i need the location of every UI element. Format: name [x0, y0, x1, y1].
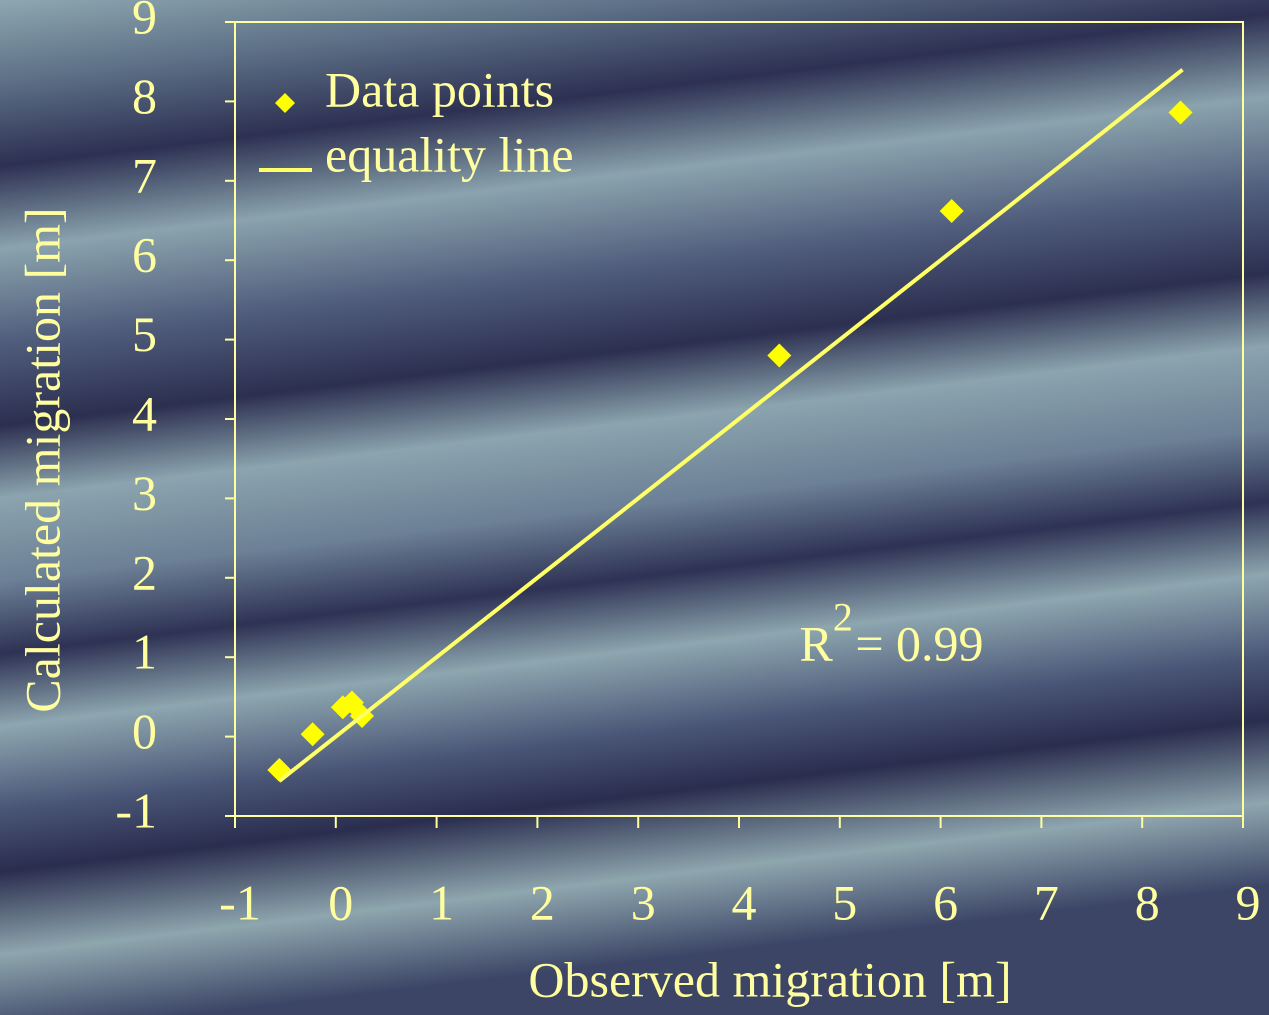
y-tick-label: 0 [132, 703, 157, 759]
y-axis-label: Calculated migration [m] [14, 207, 70, 712]
y-tick-label: 6 [132, 227, 157, 283]
x-tick-label: 2 [530, 874, 555, 930]
y-tick-label: 3 [132, 465, 157, 521]
x-tick-label: 5 [832, 874, 857, 930]
x-tick-label: -1 [219, 874, 261, 930]
y-tick-label: 7 [132, 147, 157, 203]
legend-marker [275, 93, 295, 113]
y-tick-label: 9 [132, 0, 157, 44]
y-tick-label: 8 [132, 68, 157, 124]
x-axis-label: Observed migration [m] [528, 951, 1011, 1007]
equality-line [278, 68, 1184, 783]
annotation: R2 = 0.99 [799, 594, 983, 671]
data-point [767, 343, 792, 368]
x-tick-label: 3 [631, 874, 656, 930]
y-tick-label: 1 [132, 624, 157, 680]
x-tick-label: 6 [933, 874, 958, 930]
x-tick-label: 0 [328, 874, 353, 930]
legend-label: Data points [325, 61, 554, 117]
data-point [300, 722, 325, 747]
y-tick-label: 4 [132, 385, 157, 441]
annotation-text: = 0.99 [843, 616, 984, 672]
annotation-superscript: 2 [833, 594, 853, 639]
y-tick-label: 2 [132, 544, 157, 600]
y-tick-label: -1 [115, 782, 157, 838]
x-tick-label: 8 [1135, 874, 1160, 930]
y-tick-label: 5 [132, 306, 157, 362]
annotation-base: R [799, 616, 833, 672]
data-point [939, 198, 964, 223]
x-tick-label: 4 [732, 874, 757, 930]
x-tick-label: 7 [1034, 874, 1059, 930]
legend-label: equality line [325, 126, 574, 182]
x-tick-label: 1 [429, 874, 454, 930]
data-point [1168, 100, 1193, 125]
x-tick-label: 9 [1236, 874, 1261, 930]
